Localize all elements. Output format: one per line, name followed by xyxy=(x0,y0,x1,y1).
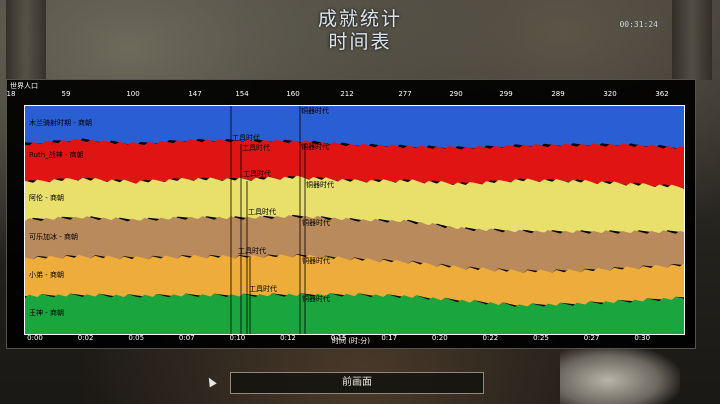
age-label-12: 铜器时代 xyxy=(302,295,330,303)
time-tick-label: 0:07 xyxy=(178,334,195,342)
background-pillar-right xyxy=(672,0,712,80)
time-tick-label: 0:02 xyxy=(77,334,94,342)
series-area-4 xyxy=(25,215,684,273)
time-tick-label: 0:30 xyxy=(634,334,651,342)
time-tick-label: 0:17 xyxy=(381,334,398,342)
age-label-8: 铜器时代 xyxy=(302,219,330,227)
top-tick-label: 299 xyxy=(499,90,513,98)
series-label-2: Ruth_战神 - 商朝 xyxy=(29,151,84,159)
time-tick-label: 0:22 xyxy=(482,334,499,342)
panel-label: 世界人口 xyxy=(10,82,38,90)
age-label-5: 工具时代 xyxy=(243,170,271,178)
time-tick-label: 0:10 xyxy=(229,334,246,342)
time-tick-label: 0:27 xyxy=(583,334,600,342)
age-label-9: 工具时代 xyxy=(238,247,266,255)
background-pillar-left xyxy=(6,0,46,80)
age-label-3: 工具时代 xyxy=(242,144,270,152)
top-tick-label: 160 xyxy=(286,90,300,98)
time-tick-label: 0:15 xyxy=(330,334,347,342)
series-area-5 xyxy=(25,254,684,307)
top-tick-label: 147 xyxy=(188,90,202,98)
top-tick-label: 290 xyxy=(449,90,463,98)
top-tick-label: 59 xyxy=(61,90,71,98)
series-label-4: 可乐加冰 - 商朝 xyxy=(29,233,78,241)
time-tick-label: 0:12 xyxy=(280,334,296,342)
timeline-panel: 世界人口 18 59 100 147 154 160 212 277 290 299 289 320 3… xyxy=(6,79,696,349)
time-tick-label: 0:00 xyxy=(27,334,43,342)
series-area-2 xyxy=(25,138,684,189)
time-tick-label: 0:25 xyxy=(533,334,549,342)
age-label-1: 工具时代 xyxy=(232,134,260,142)
series-label-1: 木兰骑射时期 - 商朝 xyxy=(29,119,92,127)
time-tick-label: 0:20 xyxy=(431,334,448,342)
top-tick-label: 18 xyxy=(6,90,16,98)
x-axis-label: 时间 (时:分) xyxy=(331,337,371,345)
background-statue xyxy=(560,345,680,404)
game-clock: 00:31:24 xyxy=(619,20,658,29)
top-tick-row: 18 59 100 147 154 160 212 277 290 299 289 320 362 xyxy=(7,90,695,100)
top-tick-label: 277 xyxy=(398,90,412,98)
top-tick-label: 100 xyxy=(126,90,140,98)
population-chart: 木兰骑射时期 - 商朝 Ruth_战神 - 商朝 阿伦 - 商朝可乐加冰 - 商朝小… xyxy=(24,105,685,335)
series-area-1 xyxy=(25,106,684,150)
chart-svg xyxy=(25,106,684,334)
series-label-5: 小弟 - 商朝 xyxy=(29,271,64,279)
series-area-6 xyxy=(25,293,684,334)
screen-title: 成就统计 时间表 xyxy=(0,8,720,54)
top-tick-label: 362 xyxy=(655,90,669,98)
age-label-2: 铜器时代 xyxy=(301,107,329,115)
age-label-4: 铜器时代 xyxy=(301,143,329,151)
top-tick-label: 154 xyxy=(235,90,249,98)
age-label-6: 铜器时代 xyxy=(306,181,334,189)
age-label-7: 工具时代 xyxy=(248,208,276,216)
top-tick-label: 289 xyxy=(551,90,565,98)
title-line-1: 成就统计 xyxy=(317,8,402,30)
bottom-tick-row: 0:00 0:02 0:05 0:07 0:10 0:12 0:15 0:17 0:20 0:22… xyxy=(7,334,695,344)
top-tick-label: 320 xyxy=(603,90,617,98)
age-label-10: 铜器时代 xyxy=(302,257,330,265)
title-line-2: 时间表 xyxy=(328,31,392,53)
time-tick-label: 0:05 xyxy=(128,334,145,342)
age-label-11: 工具时代 xyxy=(249,285,277,293)
series-area-3 xyxy=(25,175,684,234)
top-tick-label: 212 xyxy=(340,90,354,98)
series-label-3: 阿伦 - 商朝 xyxy=(29,194,64,202)
back-button[interactable]: 前画面 xyxy=(230,372,484,394)
series-label-6: 王神 - 商朝 xyxy=(29,309,64,317)
